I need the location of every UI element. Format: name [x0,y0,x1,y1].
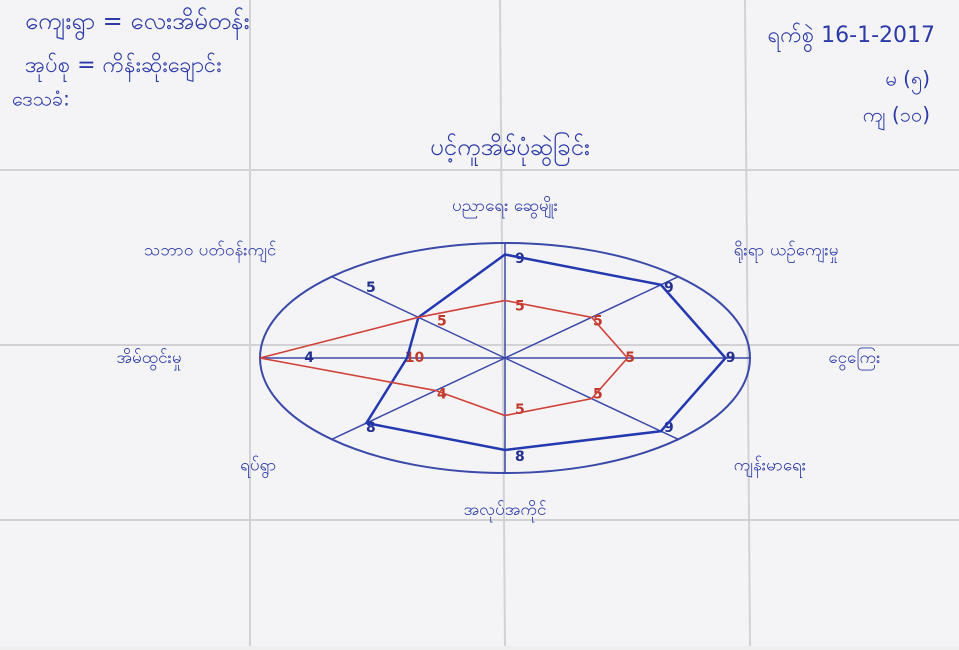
paper-photo: ကျေးရွာ = လေးအိမ်တန်း အုပ်စု = ကိန်းဆိုး… [0,0,959,646]
page: ကျေးရွာ = လေးအိမ်တန်း အုပ်စု = ကိန်းဆိုး… [0,0,959,646]
blue-score: 4 [304,350,314,366]
spoke-label: ငွေကြေး [828,346,880,371]
locals: ဒေသခံ: [12,87,70,111]
red-score: 5 [515,402,525,418]
spoke-label: သဘာဝ ပတ်ဝန်းကျင် [144,241,276,264]
group: အုပ်စု = ကိန်းဆိုးချောင်း [25,52,222,82]
spoke-label: အလုပ်အကိုင် [464,500,547,523]
blue-score: 5 [366,280,376,296]
red-score: 5 [515,298,525,314]
blue-score: 8 [515,449,525,465]
spoke-label: အိမ်ထွင်းမှု [116,348,181,371]
paper [0,0,959,646]
female-count: မ (၅) [885,67,930,95]
spoke-label: ရပ်ရွာ [240,455,276,478]
spoke-label: ရိုးရာ ယဉ်ကျေးမှု [734,241,839,264]
red-score: 5 [437,313,447,329]
male-count: ကျ (၁၀) [863,103,930,131]
spoke-label: ကျန်းမာရေး [734,455,806,478]
spoke-label: ပညာရေး ဆွေမျိုး [452,196,558,219]
